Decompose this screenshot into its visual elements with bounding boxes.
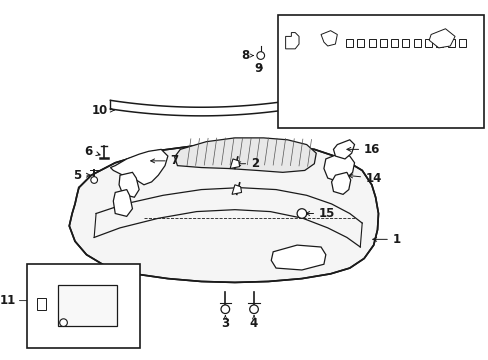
Polygon shape xyxy=(368,39,375,47)
Bar xyxy=(27,264,140,348)
Polygon shape xyxy=(424,39,431,47)
Polygon shape xyxy=(110,149,167,185)
Text: 6: 6 xyxy=(84,145,100,158)
Polygon shape xyxy=(390,39,397,47)
Bar xyxy=(58,285,117,325)
Polygon shape xyxy=(285,32,299,49)
Circle shape xyxy=(60,319,67,327)
Text: 12: 12 xyxy=(61,296,76,306)
Polygon shape xyxy=(333,140,354,159)
Polygon shape xyxy=(69,144,378,283)
Circle shape xyxy=(297,209,306,218)
Polygon shape xyxy=(379,39,386,47)
Polygon shape xyxy=(345,39,352,47)
Text: 11: 11 xyxy=(0,294,16,307)
Polygon shape xyxy=(447,39,454,47)
Text: 16: 16 xyxy=(346,143,380,156)
Polygon shape xyxy=(331,172,350,194)
Text: 4: 4 xyxy=(249,317,258,330)
Text: 7: 7 xyxy=(150,154,179,167)
Polygon shape xyxy=(436,39,443,47)
Text: 15: 15 xyxy=(305,207,335,220)
Text: 5: 5 xyxy=(73,169,90,182)
Circle shape xyxy=(256,52,264,59)
Text: 13: 13 xyxy=(58,329,73,339)
Text: 10: 10 xyxy=(91,104,114,117)
Polygon shape xyxy=(321,31,337,46)
Polygon shape xyxy=(271,245,325,270)
Text: 8: 8 xyxy=(241,49,249,62)
Polygon shape xyxy=(231,185,241,194)
Polygon shape xyxy=(113,190,132,216)
Polygon shape xyxy=(402,39,408,47)
Text: 14: 14 xyxy=(348,172,382,185)
Text: 2: 2 xyxy=(236,157,259,170)
Polygon shape xyxy=(428,29,454,48)
Polygon shape xyxy=(323,153,354,182)
Text: 9: 9 xyxy=(254,62,263,76)
Polygon shape xyxy=(458,39,465,47)
Polygon shape xyxy=(413,39,420,47)
Bar xyxy=(277,15,483,128)
Polygon shape xyxy=(230,159,239,168)
Circle shape xyxy=(221,305,229,314)
Circle shape xyxy=(249,305,258,314)
Polygon shape xyxy=(174,138,316,172)
Text: 1: 1 xyxy=(372,233,400,246)
Polygon shape xyxy=(119,172,139,197)
Polygon shape xyxy=(37,298,46,310)
Circle shape xyxy=(91,177,97,183)
Text: 3: 3 xyxy=(221,317,229,330)
Polygon shape xyxy=(357,39,364,47)
